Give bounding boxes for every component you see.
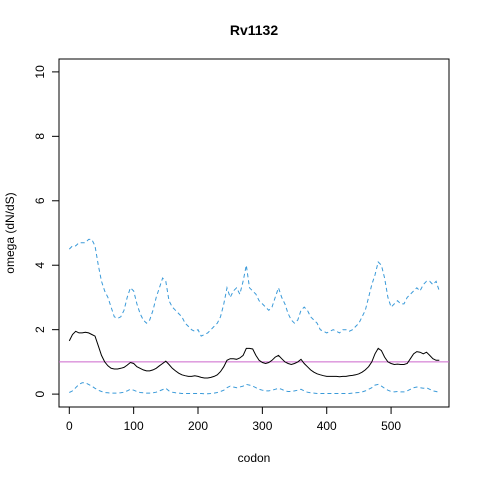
y-tick-label: 10: [33, 65, 47, 79]
x-tick-label: 500: [381, 419, 401, 433]
y-tick-label: 0: [33, 390, 47, 397]
x-tick-label: 0: [66, 419, 73, 433]
x-tick-label: 400: [317, 419, 337, 433]
x-tick-label: 200: [188, 419, 208, 433]
x-axis: 0 100 200 300 400 500: [66, 406, 401, 433]
x-tick-label: 100: [124, 419, 144, 433]
chart-title: Rv1132: [230, 22, 278, 38]
series-line-1: [68, 238, 440, 337]
y-tick-label: 4: [33, 262, 47, 269]
plot-area: 0 100 200 300 400 500 0 2 4 6 8 10: [33, 58, 450, 433]
y-tick-label: 2: [33, 326, 47, 333]
plot-frame: [58, 58, 450, 408]
y-tick-label: 6: [33, 197, 47, 204]
x-axis-label: codon: [238, 451, 271, 465]
series-line-3: [69, 382, 440, 395]
series-group: [59, 238, 449, 395]
y-tick-label: 8: [33, 133, 47, 140]
x-tick-label: 300: [252, 419, 272, 433]
y-axis-label: omega (dN/dS): [3, 192, 17, 273]
y-axis: 0 2 4 6 8 10: [33, 65, 60, 397]
series-line-2: [68, 330, 440, 379]
